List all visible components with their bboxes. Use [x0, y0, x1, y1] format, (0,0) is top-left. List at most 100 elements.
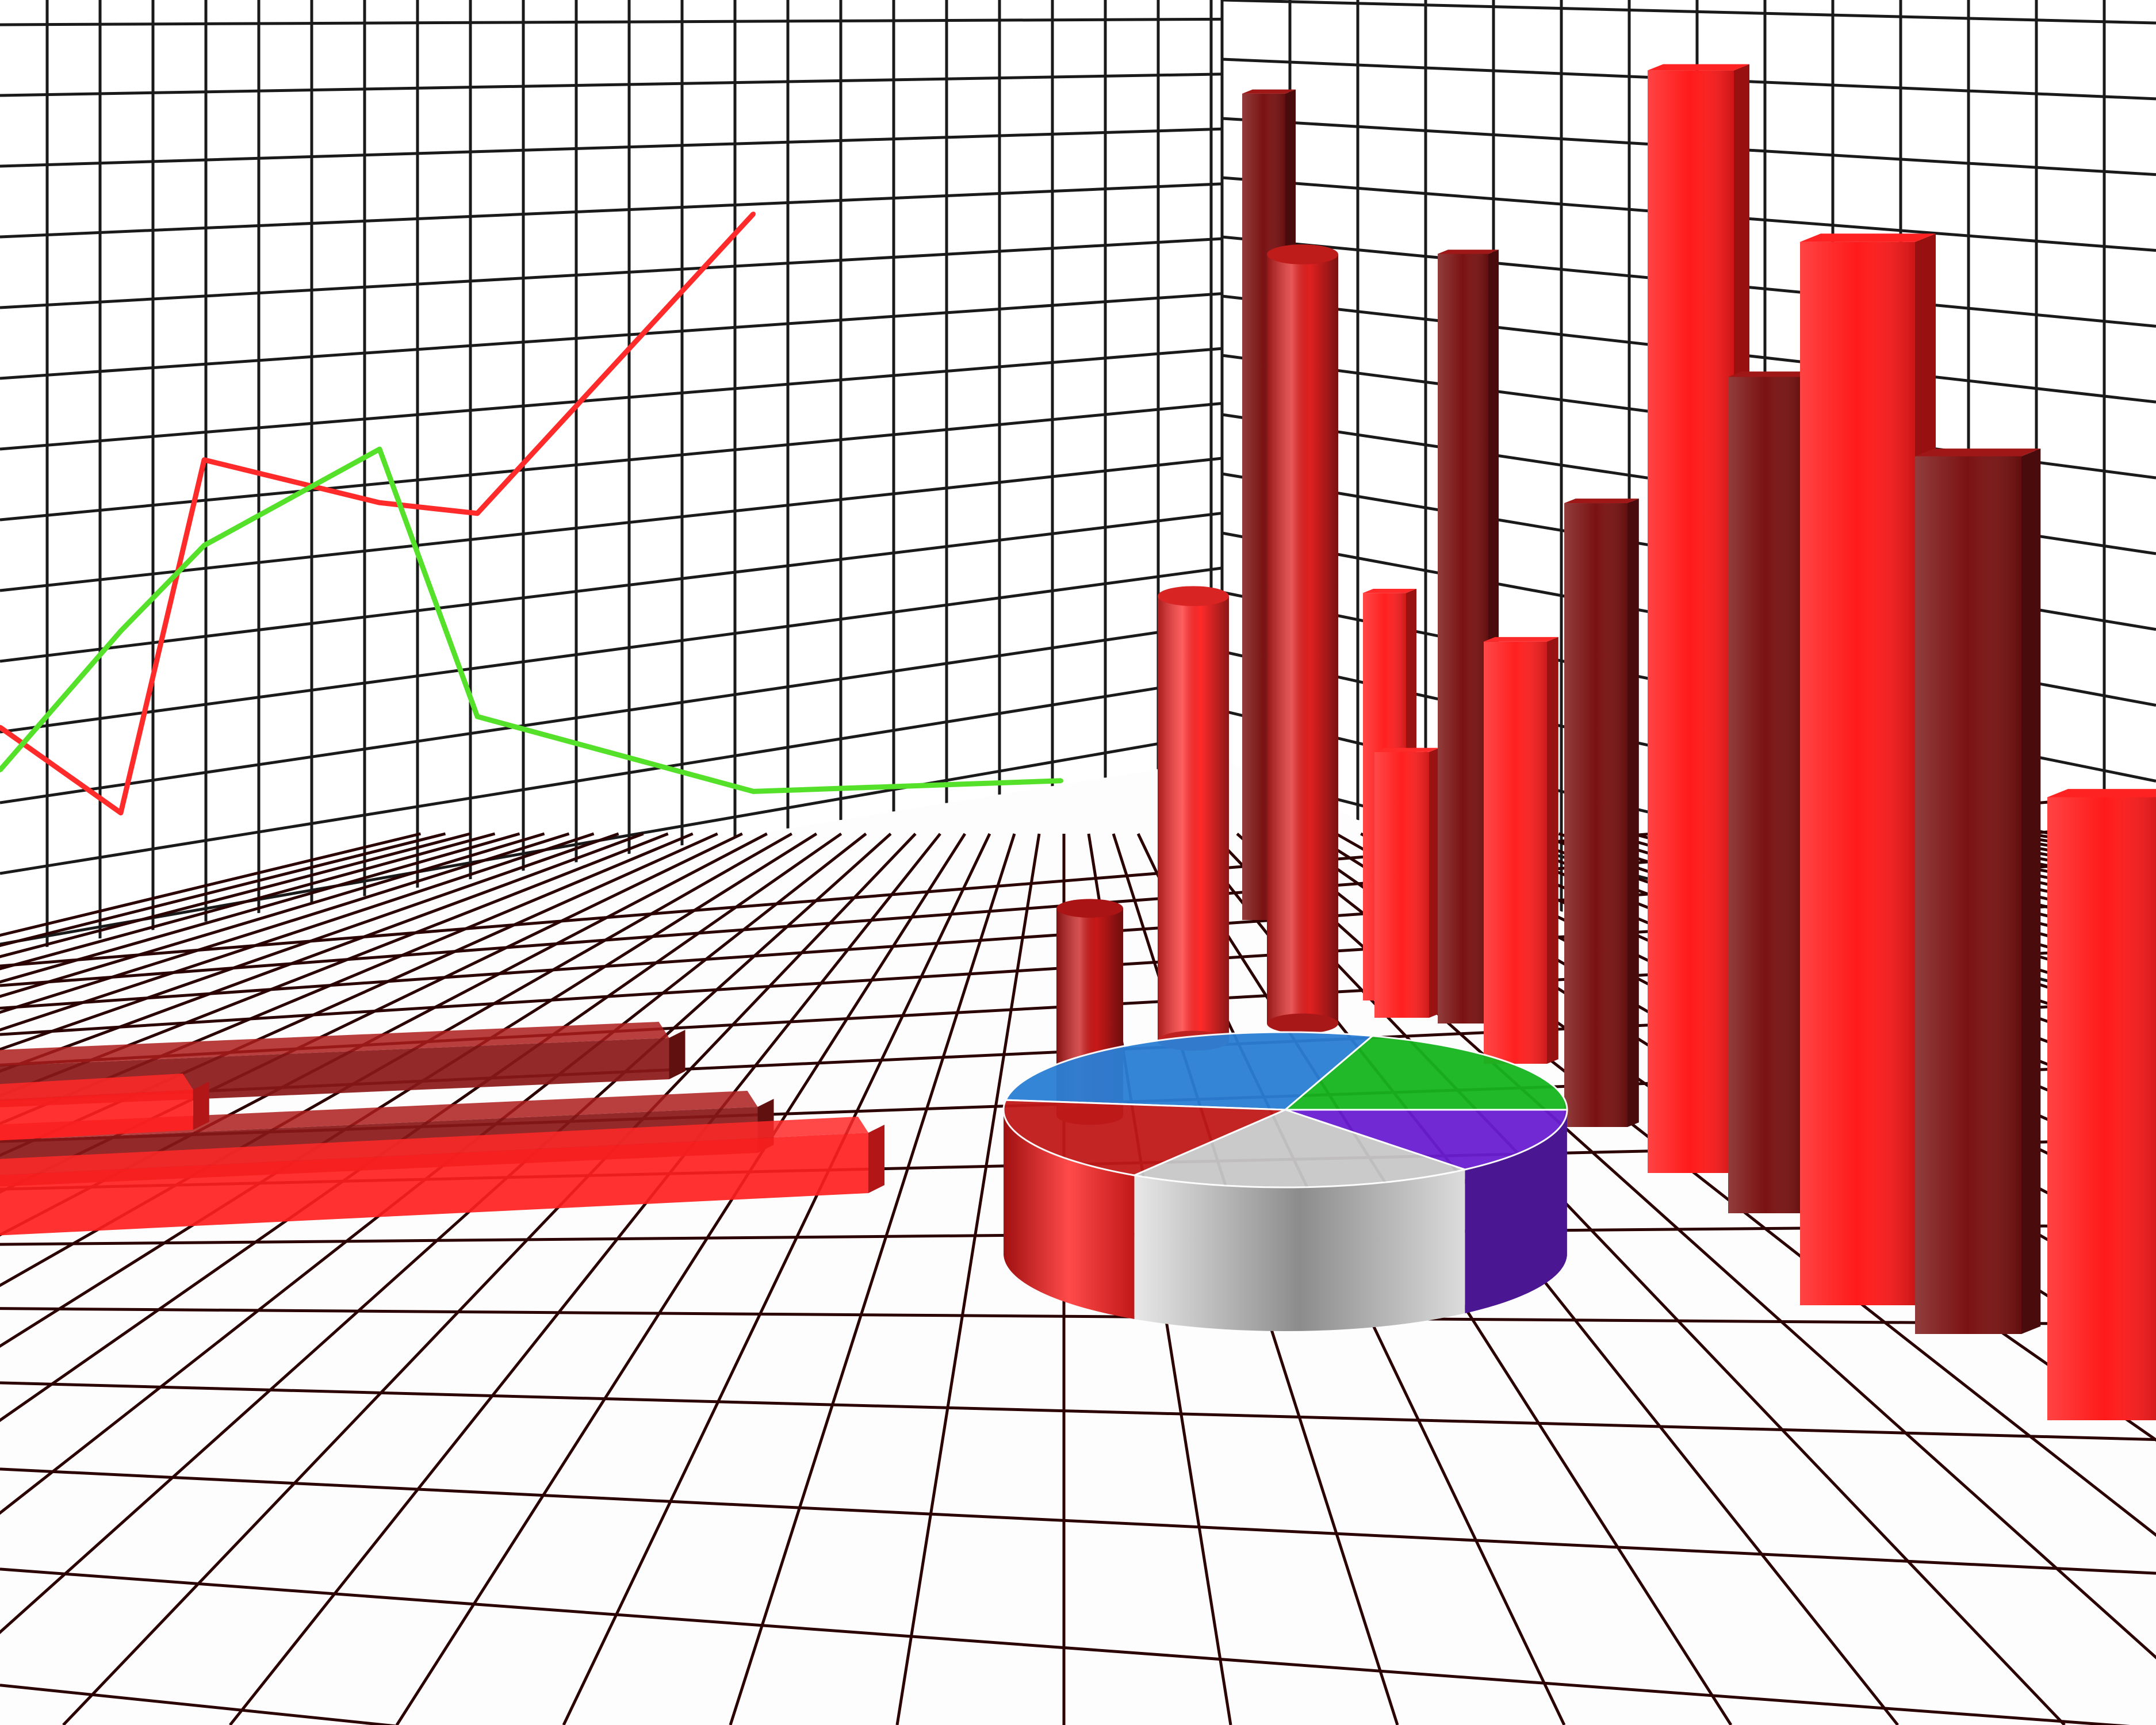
floor-depth-line: [0, 833, 867, 1515]
vertical-bar-side: [1627, 499, 1639, 1127]
back-wall-horizontal-line: [0, 731, 1223, 946]
pie-slice-2: [1282, 1035, 1568, 1111]
horizontal-bar-3: [0, 1133, 868, 1236]
line-point: [475, 714, 480, 719]
horizontal-bar-top: [0, 1117, 868, 1175]
floor-depth-line: [0, 832, 570, 1014]
line-point: [0, 724, 2, 730]
line-chart: [0, 212, 1063, 816]
vertical-bar-side: [2021, 448, 2041, 1334]
floor-depth-line: [895, 833, 1041, 1725]
back-wall-horizontal-line: [0, 127, 1223, 168]
back-wall-horizontal-line: [0, 72, 1223, 97]
back-wall-horizontal-line: [0, 457, 1223, 592]
vertical-bar-top: [1564, 499, 1639, 504]
cylinder-base: [1267, 1013, 1338, 1034]
vertical-bar-gloss: [2047, 797, 2156, 1420]
vertical-bar-top: [1242, 89, 1296, 94]
back-wall-horizontal-line: [0, 17, 1223, 26]
vertical-bar-top: [1648, 64, 1749, 71]
back-wall-horizontal-line: [0, 402, 1223, 522]
floor-depth-line: [0, 832, 644, 1073]
back-wall-horizontal-line: [0, 621, 1223, 804]
horizontal-bar-end: [193, 1082, 209, 1130]
cylinder-top: [1267, 244, 1338, 264]
cylinder-top: [1056, 899, 1123, 918]
pie-slice-side: [1004, 1111, 1135, 1319]
floor-cross-line: [0, 1307, 2156, 1326]
pie-slice-5: [1002, 1099, 1286, 1176]
floor-depth-line: [395, 833, 967, 1725]
floor-cross-line: [0, 1684, 399, 1725]
vertical-bar-gloss: [1728, 377, 1803, 1214]
back-wall-horizontal-line: [0, 182, 1223, 239]
floor-cross-line: [0, 1567, 2131, 1725]
floor-depth-line: [0, 832, 768, 1237]
floor-depth-line: [562, 833, 991, 1725]
floor-depth-line: [0, 832, 669, 1098]
line-point: [118, 628, 123, 634]
line-point: [202, 457, 206, 462]
horizontal-bar-end: [669, 1030, 686, 1079]
vertical-bar-side: [1429, 747, 1439, 1018]
vertical-bar-gloss: [1438, 254, 1488, 1024]
back-wall-horizontal-line: [0, 511, 1223, 663]
line-point: [118, 810, 123, 815]
cylinder-shade: [1158, 596, 1229, 1041]
back-wall-horizontal-line: [0, 237, 1223, 309]
pie-slice-side: [1465, 1111, 1567, 1314]
floor-depth-line: [0, 832, 818, 1348]
floor-depth-line: [0, 832, 619, 1051]
cylinder-shade: [1267, 254, 1338, 1023]
vertical-bar-gloss: [1374, 752, 1429, 1018]
horizontal-bar-chart: [0, 1022, 884, 1236]
line-point: [1059, 778, 1063, 783]
floor-cross-line: [0, 1381, 2156, 1442]
vertical-bar-top: [1438, 250, 1499, 254]
back-wall-horizontal-line: [0, 347, 1223, 451]
pie-slice-1: [1004, 1031, 1375, 1111]
horizontal-bar-top: [0, 1074, 193, 1101]
floor-cross-line: [0, 1467, 2156, 1575]
floor-depth-line: [62, 833, 917, 1725]
line-point: [475, 511, 480, 516]
back-wall-surface: [0, 0, 1222, 954]
pie-slice-4: [1131, 1109, 1468, 1189]
line-point: [0, 768, 2, 773]
floor-depth-line: [0, 832, 694, 1125]
floor-depth-line: [0, 832, 743, 1194]
horizontal-bar-end: [868, 1125, 884, 1193]
line-point: [751, 789, 756, 794]
horizontal-bar-top: [0, 1022, 669, 1066]
line-point: [751, 212, 756, 216]
back-wall-grid: [0, 0, 1223, 954]
vertical-bar-top: [1484, 637, 1558, 642]
pie-chart: [1002, 1031, 1568, 1331]
vertical-bar-gloss: [1564, 503, 1627, 1127]
vertical-bar-top: [1728, 371, 1817, 377]
vertical-bar-top: [1374, 747, 1439, 752]
vertical-bar-top: [1363, 589, 1416, 593]
vertical-bar-side: [1547, 637, 1558, 1064]
vertical-bar-gloss: [1800, 241, 1915, 1305]
cylinder-top: [1158, 586, 1229, 607]
back-wall-horizontal-line: [0, 566, 1223, 734]
vertical-bar-gloss: [1915, 456, 2021, 1335]
floor-depth-line: [0, 833, 892, 1634]
pie-slice-3: [1285, 1109, 1568, 1171]
floor-depth-line: [1211, 833, 2066, 1725]
vertical-bar-gloss: [1484, 641, 1547, 1064]
pie-slice-side: [1134, 1170, 1465, 1331]
vertical-bar-top: [2047, 789, 2156, 798]
vertical-bar-top: [1915, 448, 2041, 457]
floor-depth-line: [729, 833, 1016, 1725]
floor-depth-line: [0, 832, 595, 1032]
back-wall-horizontal-line: [0, 676, 1223, 875]
floor-depth-line: [0, 832, 792, 1287]
line-point: [202, 543, 206, 548]
floor-depth-line: [0, 832, 843, 1423]
line-point: [377, 500, 382, 505]
line-series-1: [0, 212, 756, 816]
vertical-bar-top: [1800, 233, 1936, 242]
